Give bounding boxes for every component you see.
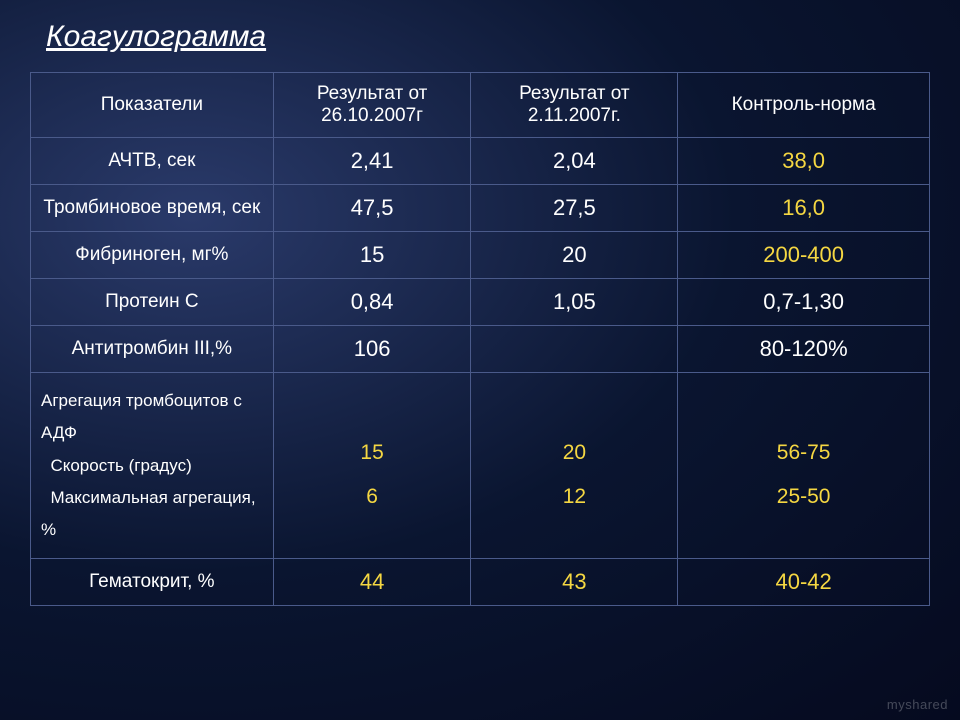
- header-result2: Результат от 2.11.2007г.: [471, 73, 678, 138]
- cell-value: 20: [471, 232, 678, 279]
- table-row: Антитромбин III,% 106 80-120%: [31, 326, 930, 373]
- cell-value: 15 6: [273, 373, 471, 559]
- cell-norm: 200-400: [678, 232, 930, 279]
- cell-value: 0,84: [273, 279, 471, 326]
- cell-value: 47,5: [273, 185, 471, 232]
- header-param: Показатели: [31, 73, 274, 138]
- table-row: АЧТВ, сек 2,41 2,04 38,0: [31, 138, 930, 185]
- adp-val: 15: [282, 431, 463, 475]
- adp-norm: 56-75: [686, 431, 921, 475]
- cell-norm: 16,0: [678, 185, 930, 232]
- table-row-adp: Агрегация тромбоцитов с АДФ Скорость (гр…: [31, 373, 930, 559]
- adp-val: 6: [282, 475, 463, 519]
- cell-value: 15: [273, 232, 471, 279]
- table-row: Протеин С 0,84 1,05 0,7-1,30: [31, 279, 930, 326]
- cell-norm: 56-75 25-50: [678, 373, 930, 559]
- page-title: Коагулограмма: [46, 20, 930, 54]
- adp-val: 12: [479, 475, 669, 519]
- table-header-row: Показатели Результат от 26.10.2007г Резу…: [31, 73, 930, 138]
- table-row: Фибриноген, мг% 15 20 200-400: [31, 232, 930, 279]
- row-label-aptt: АЧТВ, сек: [31, 138, 274, 185]
- row-label-fibrinogen: Фибриноген, мг%: [31, 232, 274, 279]
- adp-line: Скорость (градус): [41, 450, 263, 482]
- row-label-hematocrit: Гематокрит, %: [31, 559, 274, 606]
- cell-value: 2,04: [471, 138, 678, 185]
- coagulogram-table: Показатели Результат от 26.10.2007г Резу…: [30, 72, 930, 606]
- row-label-thrombin: Тромбиновое время, сек: [31, 185, 274, 232]
- adp-line: АДФ: [41, 417, 263, 449]
- row-label-proteinc: Протеин С: [31, 279, 274, 326]
- adp-val: 20: [479, 431, 669, 475]
- cell-value: 1,05: [471, 279, 678, 326]
- cell-value: 20 12: [471, 373, 678, 559]
- cell-norm: 40-42: [678, 559, 930, 606]
- watermark: myshared: [887, 697, 948, 712]
- adp-norm: 25-50: [686, 475, 921, 519]
- cell-value: 44: [273, 559, 471, 606]
- row-label-adp: Агрегация тромбоцитов с АДФ Скорость (гр…: [31, 373, 274, 559]
- table-row: Тромбиновое время, сек 47,5 27,5 16,0: [31, 185, 930, 232]
- adp-line: Агрегация тромбоцитов с: [41, 385, 263, 417]
- cell-norm: 38,0: [678, 138, 930, 185]
- cell-value: 27,5: [471, 185, 678, 232]
- cell-norm: 80-120%: [678, 326, 930, 373]
- header-result1: Результат от 26.10.2007г: [273, 73, 471, 138]
- row-label-antithrombin: Антитромбин III,%: [31, 326, 274, 373]
- cell-value: 2,41: [273, 138, 471, 185]
- cell-value: 106: [273, 326, 471, 373]
- table-row: Гематокрит, % 44 43 40-42: [31, 559, 930, 606]
- cell-value: [471, 326, 678, 373]
- header-norm: Контроль-норма: [678, 73, 930, 138]
- cell-value: 43: [471, 559, 678, 606]
- adp-line: Максимальная агрегация, %: [41, 482, 263, 547]
- cell-norm: 0,7-1,30: [678, 279, 930, 326]
